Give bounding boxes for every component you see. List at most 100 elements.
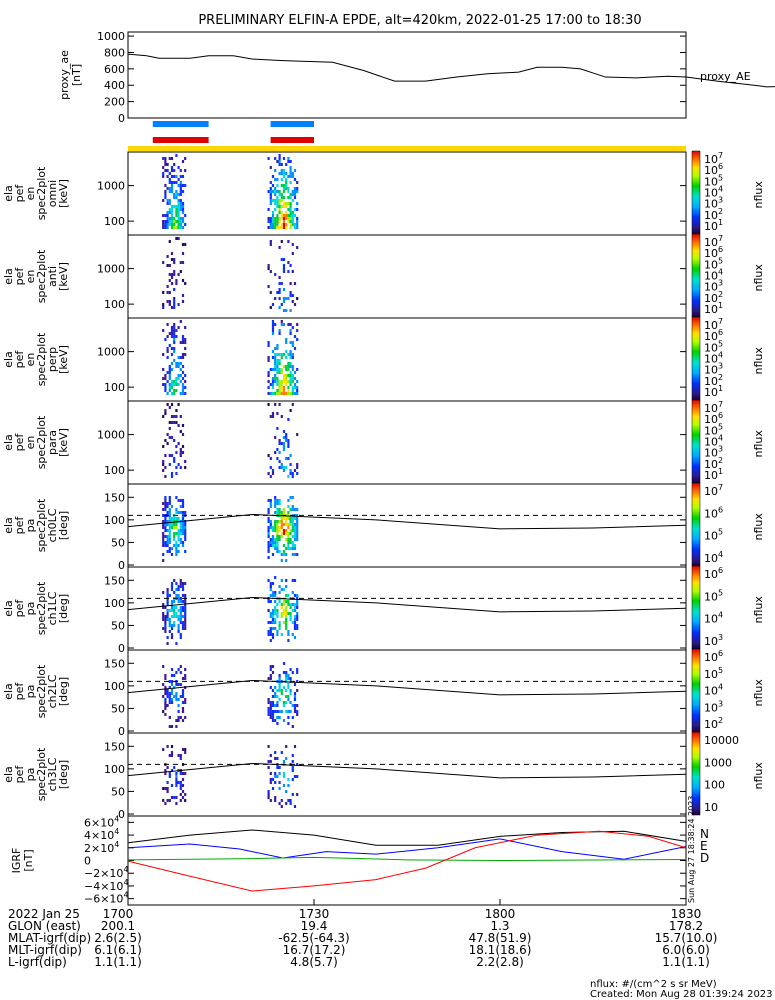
spectrogram-cell <box>274 190 277 193</box>
spectrogram-cell <box>278 306 281 309</box>
spectrogram-cell <box>179 368 182 371</box>
spectrogram-cell <box>184 374 187 377</box>
spectrogram-cell <box>162 603 165 606</box>
spectrogram-cell <box>276 532 279 535</box>
spectrogram-cell <box>181 517 185 520</box>
spectrogram-cell <box>168 386 171 389</box>
spectrogram-cell <box>181 624 185 627</box>
spectrogram-cell <box>162 166 165 169</box>
spectrogram-cell <box>285 612 288 615</box>
spectrogram-cell <box>181 790 185 793</box>
spectrogram-cell <box>177 668 180 671</box>
spectrogram-cell <box>296 368 299 371</box>
spectrogram-cell <box>274 365 277 368</box>
spectrogram-cell <box>287 499 290 502</box>
spectrogram-cell <box>278 368 281 371</box>
spectrogram-cell <box>289 282 292 285</box>
spectrogram-cell <box>181 784 185 787</box>
spectrogram-cell <box>287 157 290 160</box>
spectrogram-cell <box>168 517 171 520</box>
spectrogram-cell <box>181 424 185 427</box>
spectrogram-cell <box>291 365 294 368</box>
spectrogram-cell <box>271 615 275 618</box>
ae-frame <box>127 31 687 119</box>
spectrogram-cell <box>285 802 288 805</box>
spectrogram-cell <box>267 217 270 220</box>
spectrogram-cell <box>289 668 292 671</box>
spectrogram-cell <box>278 520 281 523</box>
panel-ylabel-line: [deg] <box>57 760 70 789</box>
spectrogram-cell <box>278 529 281 532</box>
colorbar <box>691 482 701 567</box>
spectrogram-cell <box>267 508 270 511</box>
spectrogram-cell <box>293 805 297 808</box>
spectrogram-cell <box>181 523 185 526</box>
spectrogram-cell <box>179 181 182 184</box>
spectrogram-cell <box>280 386 283 389</box>
colorbar-label: 100 <box>704 779 725 792</box>
spectrogram-cell <box>170 698 174 701</box>
spectrogram-cell <box>282 184 286 187</box>
spectrogram-cell <box>296 704 299 707</box>
spectrogram-cell <box>296 392 299 395</box>
colorbar-label: 102 <box>704 373 723 388</box>
spectrogram-cell <box>289 205 292 208</box>
spectrogram-cell <box>293 553 297 556</box>
spectrogram-cell <box>280 178 283 181</box>
pitch-ytick-label: 100 <box>104 514 125 527</box>
spectrogram-cell <box>285 532 288 535</box>
spectrogram-cell <box>164 157 167 160</box>
spectrogram-cell <box>274 502 277 505</box>
spectrogram-cell <box>177 615 180 618</box>
spectrogram-cell <box>296 680 299 683</box>
spectrogram-cell <box>293 707 297 710</box>
spectrogram-cell <box>170 472 174 475</box>
spectrogram-cell <box>276 701 279 704</box>
spectrogram-cell <box>276 344 279 347</box>
spectrogram-cell <box>269 665 272 668</box>
spectrogram-cell <box>179 757 182 760</box>
spectrogram-cell <box>274 499 277 502</box>
colorbar-label: 102 <box>704 207 723 222</box>
spectrogram-cell <box>271 392 275 395</box>
orbit-segment-bars <box>128 121 686 151</box>
spectrogram-cell <box>181 205 185 208</box>
spectrogram-cell <box>184 184 187 187</box>
spectrogram-cell <box>184 523 187 526</box>
spectrogram-cell <box>285 585 288 588</box>
panel-ylabel-line: spec2plot <box>35 747 48 801</box>
spectrogram-cell <box>170 692 174 695</box>
spectrogram-cell <box>170 252 174 255</box>
spectrogram-cell <box>269 523 272 526</box>
spectrogram-cell <box>278 526 281 529</box>
spectrogram-cell <box>168 190 171 193</box>
spectrogram-cell <box>285 350 288 353</box>
spectrogram-cell <box>269 166 272 169</box>
spectrogram-cell <box>164 698 167 701</box>
spectrogram-cell <box>269 196 272 199</box>
spectrogram-cell <box>280 615 283 618</box>
spectrogram-cell <box>173 766 176 769</box>
spectrogram-cell <box>271 223 275 226</box>
spectrogram-cell <box>177 532 180 535</box>
spectrogram-cell <box>177 365 180 368</box>
spectrogram-cell <box>267 499 270 502</box>
spectrogram-cell <box>291 535 294 538</box>
spectrogram-cell <box>181 701 185 704</box>
spectrogram-cell <box>173 695 176 698</box>
spectrogram-cell <box>166 356 169 359</box>
spectrogram-cell <box>285 745 288 748</box>
spectrogram-cell <box>170 636 174 639</box>
spectrogram-cell <box>280 211 283 214</box>
colorbar-unit: nflux <box>752 679 765 707</box>
spectrogram-cell <box>285 547 288 550</box>
spectrogram-cell <box>269 778 272 781</box>
colorbar-unit-group: nflux <box>752 679 765 707</box>
spectrogram-cell <box>175 547 178 550</box>
spectrogram-cell <box>162 353 165 356</box>
spectrogram-cell <box>278 686 281 689</box>
spectrogram-cell <box>278 362 281 365</box>
spectrogram-cell <box>267 698 270 701</box>
spectrogram-cell <box>278 392 281 395</box>
spectrogram-cell <box>296 220 299 223</box>
